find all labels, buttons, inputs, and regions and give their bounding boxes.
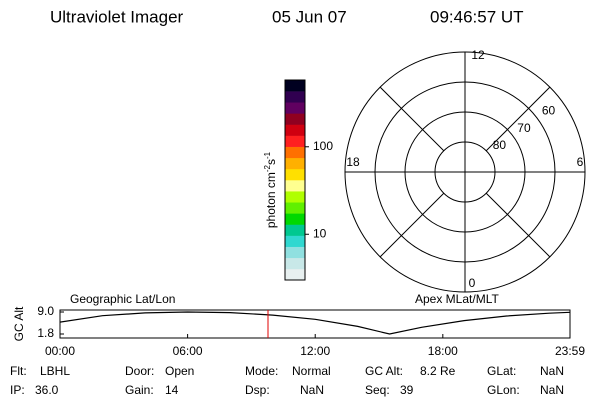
mlt-label: 18 [346,155,360,169]
meridian [379,192,445,258]
left-title: Geographic Lat/Lon [70,292,175,306]
field-value: 8.2 Re [420,364,456,378]
color-step [285,180,305,192]
color-step [285,213,305,225]
colorbar-tick-label: 100 [313,139,333,153]
color-step [285,168,305,181]
field-value: LBHL [40,364,70,378]
y-label: GC Alt [12,306,26,341]
color-step [285,224,305,236]
color-step [285,80,305,92]
color-step [285,113,305,125]
meridian [485,86,551,152]
right-title: Apex MLat/MLT [415,292,499,306]
instrument: Ultraviolet Imager [50,7,184,26]
plot-frame [59,309,571,339]
label-part: photon cm [264,172,278,228]
field-value: 39 [400,383,414,397]
meridian [379,86,445,152]
field-label: GC Alt: [365,364,403,378]
meridian [485,192,551,258]
field-value: NaN [540,364,564,378]
date: 05 Jun 07 [272,7,347,26]
colorbar-label: photon cm-2s-1 [263,151,279,228]
field-value: Normal [292,364,331,378]
x-tick-label: 18:00 [428,344,458,358]
field-value: NaN [540,383,564,397]
lat-label: 70 [517,121,531,135]
color-step [285,257,305,270]
field-label: Door: [125,364,154,378]
field-label: Dsp: [245,383,270,397]
color-step [285,102,305,114]
field-label: GLon: [487,383,520,397]
color-step [285,91,305,103]
color-step [285,235,305,247]
color-step [285,268,305,281]
color-step [285,191,305,203]
label-part: -1 [263,151,272,159]
field-value: 14 [165,383,179,397]
x-tick-label: 23:59 [555,344,585,358]
x-tick-label: 06:00 [173,344,203,358]
field-label: Flt: [10,364,27,378]
lat-label: 60 [542,104,556,118]
color-step [285,146,305,159]
field-value: 36.0 [35,383,59,397]
time: 09:46:57 UT [430,7,524,26]
color-step [285,157,305,170]
field-label: IP: [10,383,25,397]
field-value: NaN [300,383,324,397]
mlt-label: 0 [469,276,476,290]
colorbar-tick-label: 10 [313,226,327,240]
color-step [285,135,305,147]
label-part: -2 [263,164,272,172]
field-label: Seq: [365,383,390,397]
x-tick-label: 00:00 [45,344,75,358]
y-tick-label: 9.0 [37,304,54,318]
color-step [285,246,305,259]
altitude-line [59,311,571,335]
y-tick-label: 1.8 [37,326,54,340]
field-label: GLat: [487,364,516,378]
x-tick-label: 12:00 [300,344,330,358]
field-label: Gain: [125,383,154,397]
color-step [285,202,305,214]
colorbar-frame [284,79,306,281]
field-value: Open [165,364,194,378]
color-step [285,124,305,136]
field-label: Mode: [245,364,278,378]
mlt-label: 6 [577,155,584,169]
lat-label: 80 [493,138,507,152]
mlt-label: 12 [471,48,485,62]
label-part: s [264,159,278,165]
